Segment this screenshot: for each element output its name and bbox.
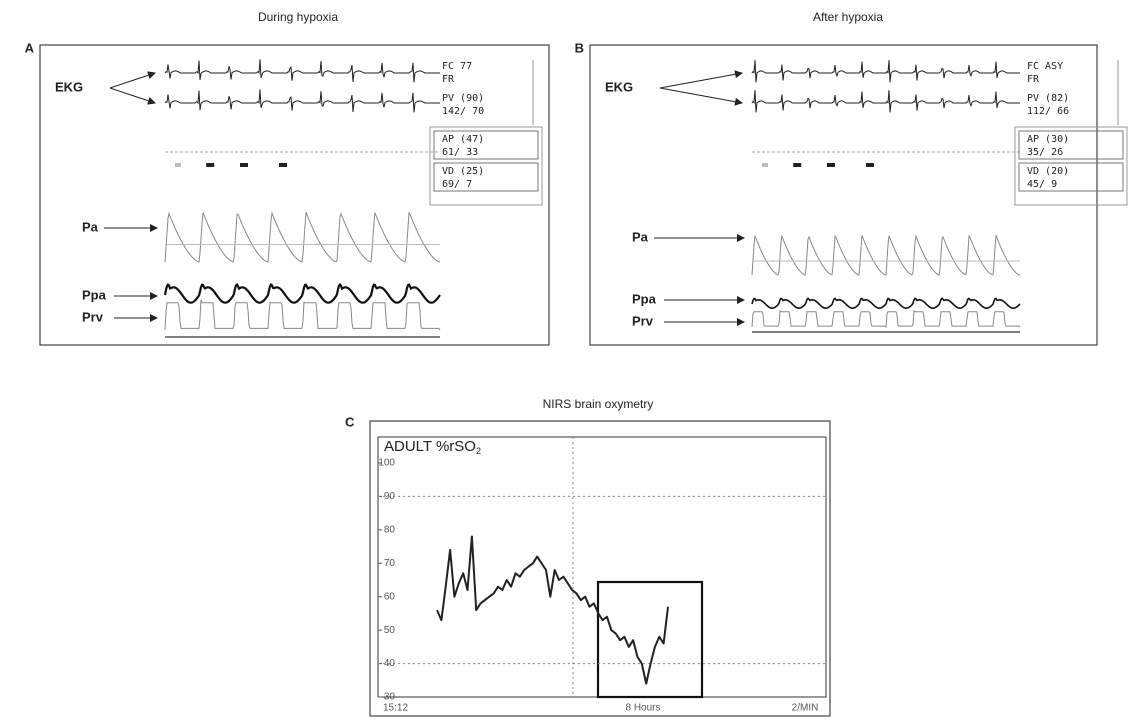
readout: AP (47) [442,134,484,145]
status-mark [793,163,801,167]
trace-label: Ppa [632,291,657,306]
panel-title: After hypoxia [813,10,883,24]
readout: 69/ 7 [442,179,472,190]
ekg-wave [165,89,440,112]
arrow [660,88,742,103]
status-mark [279,163,287,167]
ekg-wave [752,90,1020,112]
y-tick-label: 50 [384,625,396,636]
readout: 112/ 66 [1027,106,1069,117]
readout: FC 77 [442,61,472,72]
panel-title: NIRS brain oxymetry [543,397,654,411]
y-tick-label: 80 [384,524,396,535]
trace-label: Pa [82,219,99,234]
readout: FR [442,74,455,85]
readout: VD (25) [442,166,484,177]
ekg-wave [165,59,440,82]
trace-label: Prv [82,309,104,324]
status-mark [175,163,181,167]
rso2-line [437,537,668,684]
x-label: 8 Hours [625,703,660,714]
axis-title: ADULT %rSO2 [384,438,481,456]
ekg-label: EKG [605,79,633,94]
arrow [110,73,155,88]
pressure-wave [752,298,1020,308]
arrow [660,73,742,88]
readout: 35/ 26 [1027,147,1063,158]
readout: PV (82) [1027,93,1069,104]
x-label: 15:12 [383,703,408,714]
highlight-box [598,582,702,697]
pressure-wave [752,235,1020,275]
readout: VD (20) [1027,166,1069,177]
status-mark [240,163,248,167]
pressure-wave [165,212,440,262]
axis-title-sub: 2 [476,446,481,456]
readout: 142/ 70 [442,106,484,117]
trace-label: Pa [632,229,649,244]
x-label: 2/MIN [792,703,819,714]
ekg-wave [752,60,1020,82]
status-mark [762,163,768,167]
y-tick-label: 70 [384,558,396,569]
pressure-wave [165,300,440,330]
status-mark [866,163,874,167]
ekg-label: EKG [55,79,83,94]
y-tick-label: 30 [384,692,396,703]
status-mark [206,163,214,167]
pressure-wave [752,311,1020,327]
status-mark [827,163,835,167]
pressure-wave [165,285,440,303]
readout: FR [1027,74,1040,85]
figure: C NIRS brain oxymetry ADULT %rSO2 During… [0,0,1130,728]
readout: PV (90) [442,93,484,104]
readout: 45/ 9 [1027,179,1057,190]
axis-title-main: ADULT %rSO [384,438,476,455]
readout: AP (30) [1027,134,1069,145]
readout: FC ASY [1027,61,1063,72]
arrow [110,88,155,103]
trace-label: Ppa [82,287,107,302]
panel-letter: A [25,40,35,55]
panel-c-frame [370,421,830,716]
readout: 61/ 33 [442,147,478,158]
plot-frame [378,437,826,697]
panel-title: During hypoxia [258,10,338,24]
y-tick-label: 60 [384,591,396,602]
panel-letter: C [345,414,355,429]
panel-letter: B [575,40,584,55]
trace-label: Prv [632,313,654,328]
